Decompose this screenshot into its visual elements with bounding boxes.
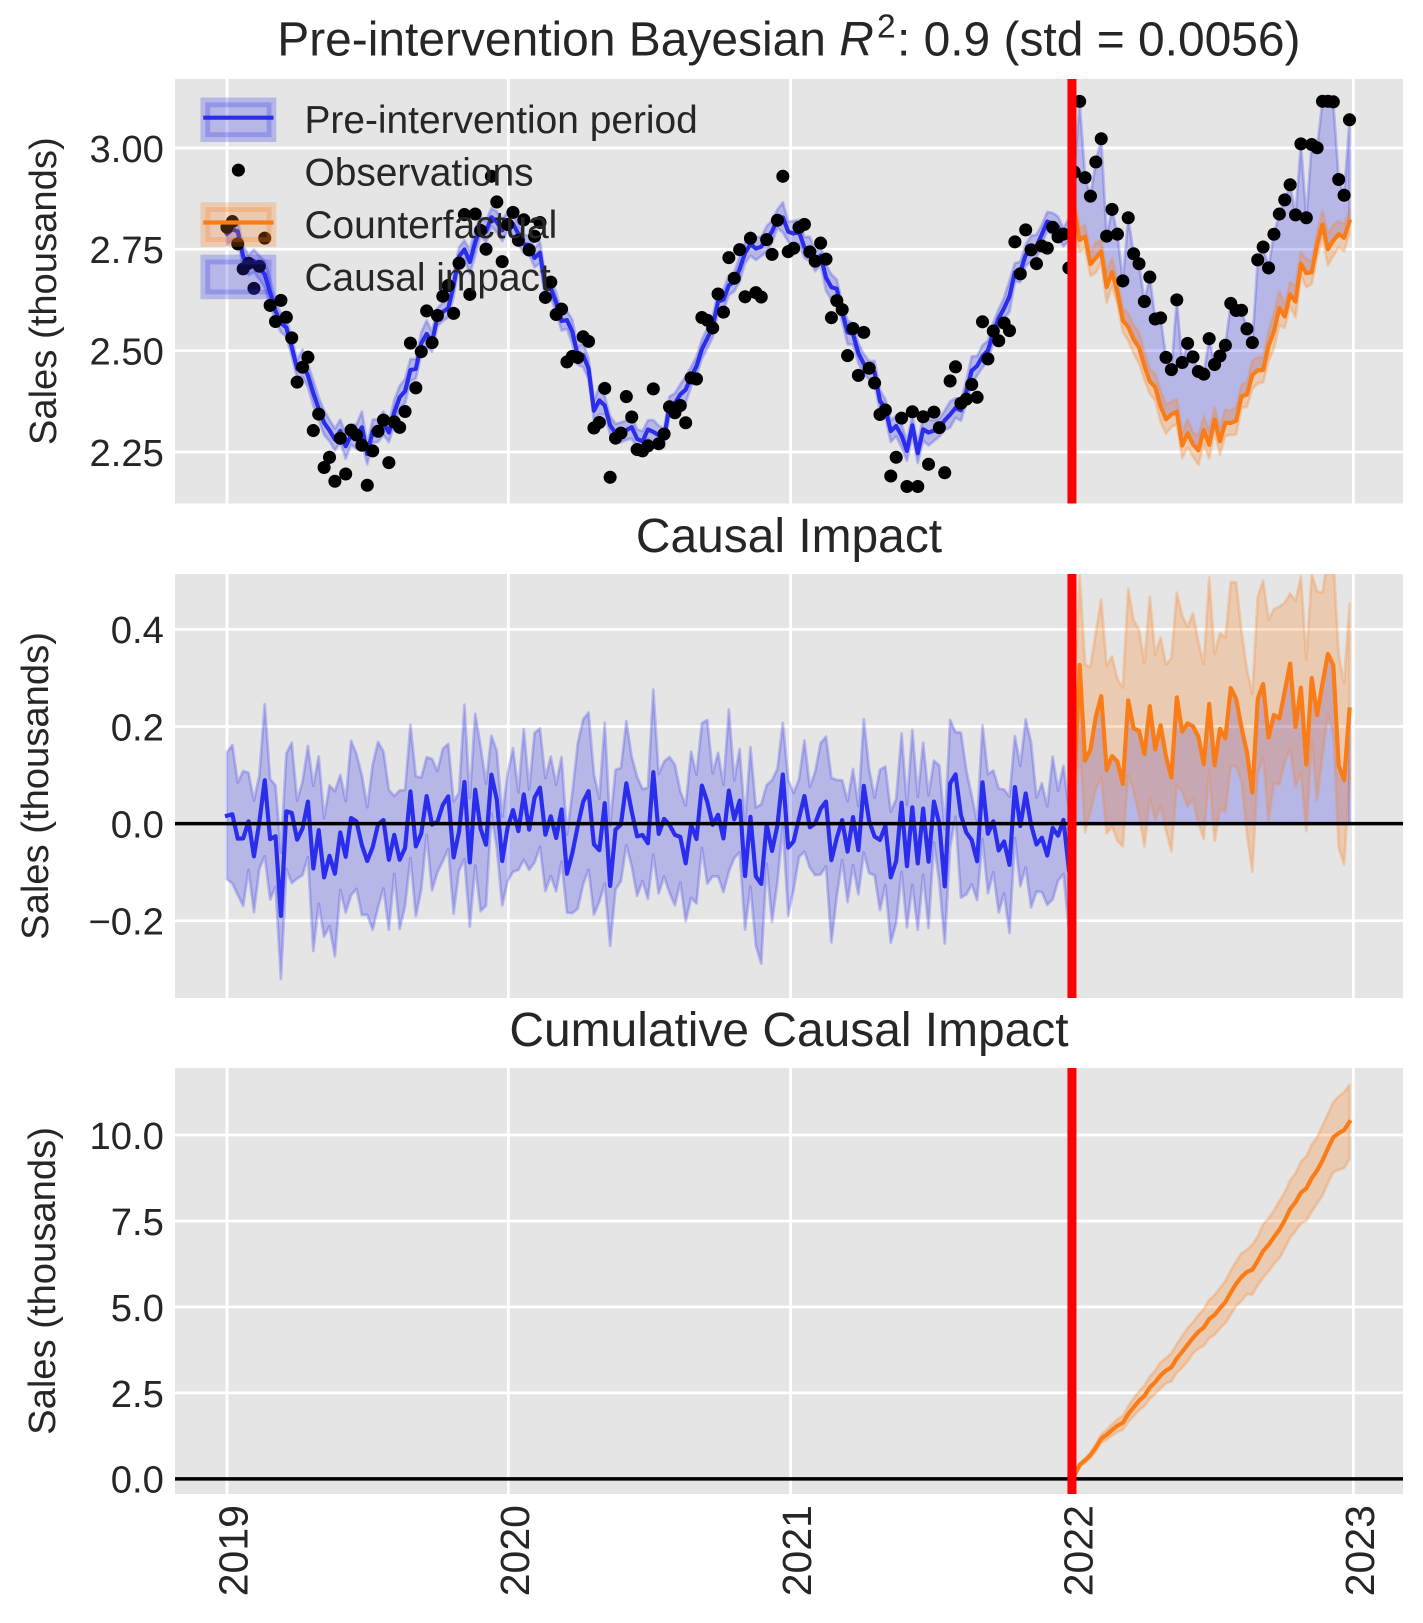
svg-text:Causal Impact: Causal Impact xyxy=(636,510,942,563)
svg-text:0.0: 0.0 xyxy=(111,803,164,846)
svg-text:Pre-intervention period: Pre-intervention period xyxy=(304,99,697,142)
svg-text:Cumulative Causal Impact: Cumulative Causal Impact xyxy=(509,1004,1068,1057)
svg-text:0.0: 0.0 xyxy=(111,1459,164,1502)
svg-text:2.25: 2.25 xyxy=(90,432,164,475)
svg-text:Sales (thousands): Sales (thousands) xyxy=(22,137,65,445)
svg-text:Counterfactual: Counterfactual xyxy=(304,204,557,247)
svg-text:7.5: 7.5 xyxy=(111,1201,164,1244)
svg-text:0.4: 0.4 xyxy=(111,609,164,652)
svg-text:2020: 2020 xyxy=(492,1505,538,1596)
svg-text:P r e -: P r e - i n t e r v e n t i o n B a y e … xyxy=(277,8,1343,66)
svg-text:Sales (thousands): Sales (thousands) xyxy=(21,1127,64,1435)
svg-text:2019: 2019 xyxy=(211,1505,257,1596)
svg-text:−0.2: −0.2 xyxy=(88,901,163,944)
svg-text:0.2: 0.2 xyxy=(111,706,164,749)
svg-text:Observations: Observations xyxy=(304,151,533,194)
svg-text:2.50: 2.50 xyxy=(90,330,164,373)
svg-text:10.0: 10.0 xyxy=(90,1115,164,1158)
svg-text:2023: 2023 xyxy=(1337,1505,1383,1596)
svg-text:2.5: 2.5 xyxy=(111,1373,164,1416)
svg-text:3.00: 3.00 xyxy=(90,128,164,171)
svg-text:2022: 2022 xyxy=(1056,1505,1102,1596)
svg-text:5.0: 5.0 xyxy=(111,1287,164,1330)
svg-text:Sales (thousands): Sales (thousands) xyxy=(14,632,57,940)
svg-text:2021: 2021 xyxy=(774,1505,820,1596)
svg-text:2.75: 2.75 xyxy=(90,229,164,272)
svg-text:Causal impact: Causal impact xyxy=(304,256,551,299)
